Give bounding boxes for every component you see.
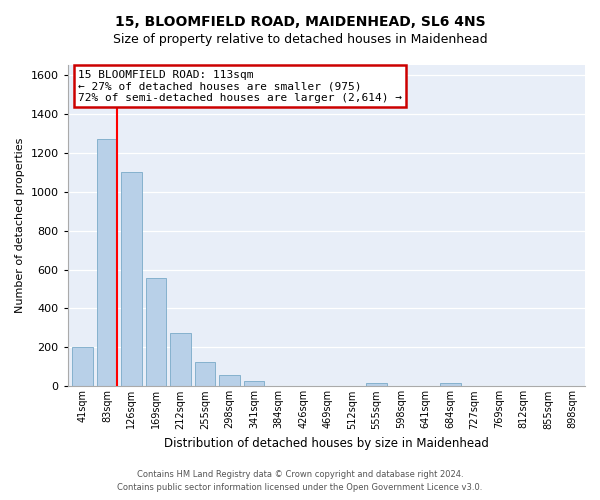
- Text: Contains HM Land Registry data © Crown copyright and database right 2024.
Contai: Contains HM Land Registry data © Crown c…: [118, 470, 482, 492]
- Bar: [97, 139, 118, 386]
- X-axis label: Distribution of detached houses by size in Maidenhead: Distribution of detached houses by size …: [164, 437, 489, 450]
- Bar: [121, 172, 142, 386]
- Bar: [72, 348, 93, 387]
- Bar: [440, 384, 461, 386]
- Bar: [219, 374, 240, 386]
- Text: Size of property relative to detached houses in Maidenhead: Size of property relative to detached ho…: [113, 32, 487, 46]
- Y-axis label: Number of detached properties: Number of detached properties: [15, 138, 25, 314]
- Bar: [194, 362, 215, 386]
- Text: 15 BLOOMFIELD ROAD: 113sqm
← 27% of detached houses are smaller (975)
72% of sem: 15 BLOOMFIELD ROAD: 113sqm ← 27% of deta…: [78, 70, 402, 103]
- Bar: [366, 384, 387, 386]
- Bar: [146, 278, 166, 386]
- Text: 15, BLOOMFIELD ROAD, MAIDENHEAD, SL6 4NS: 15, BLOOMFIELD ROAD, MAIDENHEAD, SL6 4NS: [115, 15, 485, 29]
- Bar: [244, 381, 265, 386]
- Bar: [170, 333, 191, 386]
